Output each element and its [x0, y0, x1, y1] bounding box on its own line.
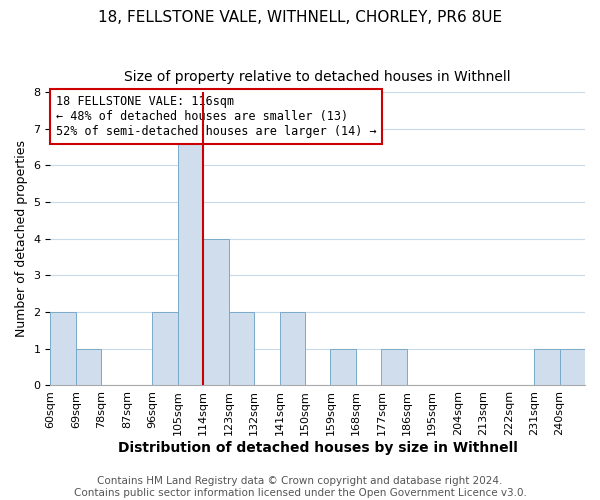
- Bar: [50, 312, 76, 386]
- Bar: [76, 349, 101, 386]
- Bar: [280, 312, 305, 386]
- Bar: [203, 239, 229, 386]
- Bar: [152, 312, 178, 386]
- Text: 18 FELLSTONE VALE: 116sqm
← 48% of detached houses are smaller (13)
52% of semi-: 18 FELLSTONE VALE: 116sqm ← 48% of detac…: [56, 95, 376, 138]
- Text: Contains HM Land Registry data © Crown copyright and database right 2024.
Contai: Contains HM Land Registry data © Crown c…: [74, 476, 526, 498]
- Bar: [178, 129, 203, 386]
- Bar: [560, 349, 585, 386]
- Bar: [331, 349, 356, 386]
- Title: Size of property relative to detached houses in Withnell: Size of property relative to detached ho…: [124, 70, 511, 84]
- Text: 18, FELLSTONE VALE, WITHNELL, CHORLEY, PR6 8UE: 18, FELLSTONE VALE, WITHNELL, CHORLEY, P…: [98, 10, 502, 25]
- Bar: [382, 349, 407, 386]
- Bar: [229, 312, 254, 386]
- X-axis label: Distribution of detached houses by size in Withnell: Distribution of detached houses by size …: [118, 441, 518, 455]
- Bar: [534, 349, 560, 386]
- Y-axis label: Number of detached properties: Number of detached properties: [15, 140, 28, 338]
